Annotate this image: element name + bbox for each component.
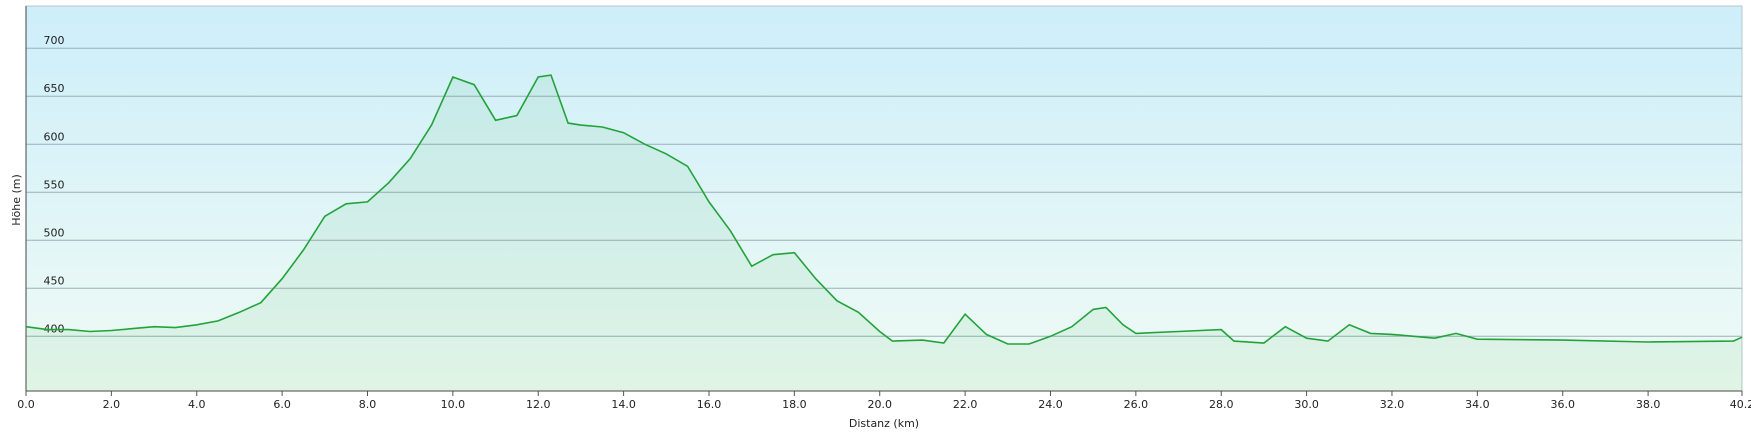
area-fill xyxy=(26,75,1742,391)
x-tick-label: 12.0 xyxy=(526,398,551,411)
x-tick-label: 24.0 xyxy=(1038,398,1063,411)
x-tick-label: 4.0 xyxy=(188,398,206,411)
x-tick-label: 10.0 xyxy=(441,398,466,411)
y-tick-label: 650 xyxy=(44,82,65,95)
x-tick-label: 26.0 xyxy=(1124,398,1149,411)
x-tick-label: 8.0 xyxy=(359,398,377,411)
y-tick-label: 400 xyxy=(44,322,65,335)
x-tick-label: 30.0 xyxy=(1294,398,1319,411)
x-tick-label: 0.0 xyxy=(17,398,35,411)
x-tick-label: 2.0 xyxy=(103,398,121,411)
y-tick-label: 700 xyxy=(44,34,65,47)
x-tick-label: 6.0 xyxy=(273,398,291,411)
x-tick-label: 14.0 xyxy=(611,398,636,411)
y-axis-label: Höhe (m) xyxy=(10,174,23,226)
x-tick-label: 28.0 xyxy=(1209,398,1234,411)
x-axis-label: Distanz (km) xyxy=(849,417,919,430)
elevation-line xyxy=(25,74,1743,345)
x-tick-label: 40.2 xyxy=(1730,398,1751,411)
plot-area xyxy=(25,5,1743,392)
x-tick-label: 20.0 xyxy=(867,398,892,411)
x-tick-label: 22.0 xyxy=(953,398,978,411)
x-tick-label: 16.0 xyxy=(697,398,722,411)
x-tick-label: 38.0 xyxy=(1636,398,1661,411)
y-tick-label: 550 xyxy=(44,178,65,191)
x-tick-label: 18.0 xyxy=(782,398,807,411)
x-tick-label: 34.0 xyxy=(1465,398,1490,411)
y-tick-label: 600 xyxy=(44,130,65,143)
x-tick-label: 32.0 xyxy=(1380,398,1405,411)
y-tick-label: 450 xyxy=(44,274,65,287)
y-tick-label: 500 xyxy=(44,226,65,239)
x-tick-label: 36.0 xyxy=(1550,398,1575,411)
